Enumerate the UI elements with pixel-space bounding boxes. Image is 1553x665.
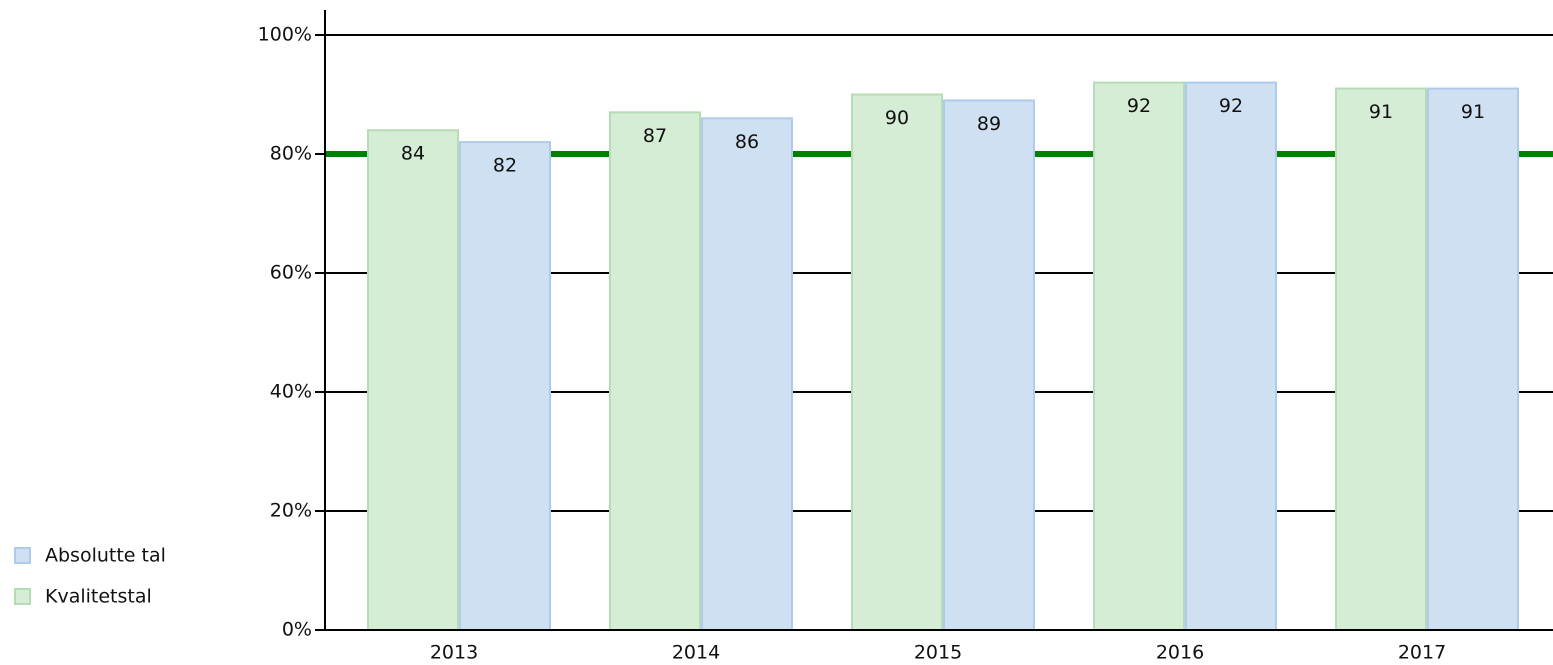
bar <box>609 111 701 632</box>
legend-swatch <box>14 547 31 564</box>
y-tick-label: 0% <box>282 619 312 641</box>
data-label: 82 <box>493 155 517 177</box>
x-tick-label: 2014 <box>672 642 720 664</box>
bar <box>459 141 551 631</box>
legend-label: Kvalitetstal <box>45 586 152 608</box>
y-tick-label: 20% <box>270 500 312 522</box>
bar <box>851 93 943 631</box>
bar <box>367 129 459 631</box>
x-tick-label: 2013 <box>430 642 478 664</box>
bar <box>943 99 1035 631</box>
data-label: 90 <box>885 107 909 129</box>
bar <box>701 117 793 632</box>
y-tick-label: 100% <box>258 24 312 46</box>
legend-label: Absolutte tal <box>45 545 166 567</box>
bar <box>1427 87 1519 632</box>
y-tick-label: 40% <box>270 381 312 403</box>
bar <box>1093 81 1185 632</box>
bar <box>1335 87 1427 632</box>
y-tick-label: 80% <box>270 143 312 165</box>
x-tick-label: 2017 <box>1398 642 1446 664</box>
data-label: 92 <box>1219 95 1243 117</box>
bar <box>1185 81 1277 632</box>
x-tick-label: 2016 <box>1156 642 1204 664</box>
legend-swatch <box>14 588 31 605</box>
data-label: 92 <box>1127 95 1151 117</box>
data-label: 86 <box>735 131 759 153</box>
y-tick-label: 60% <box>270 262 312 284</box>
data-label: 84 <box>401 143 425 165</box>
data-label: 89 <box>977 113 1001 135</box>
data-label: 91 <box>1461 101 1485 123</box>
data-label: 87 <box>643 125 667 147</box>
x-tick-label: 2015 <box>914 642 962 664</box>
data-label: 91 <box>1369 101 1393 123</box>
